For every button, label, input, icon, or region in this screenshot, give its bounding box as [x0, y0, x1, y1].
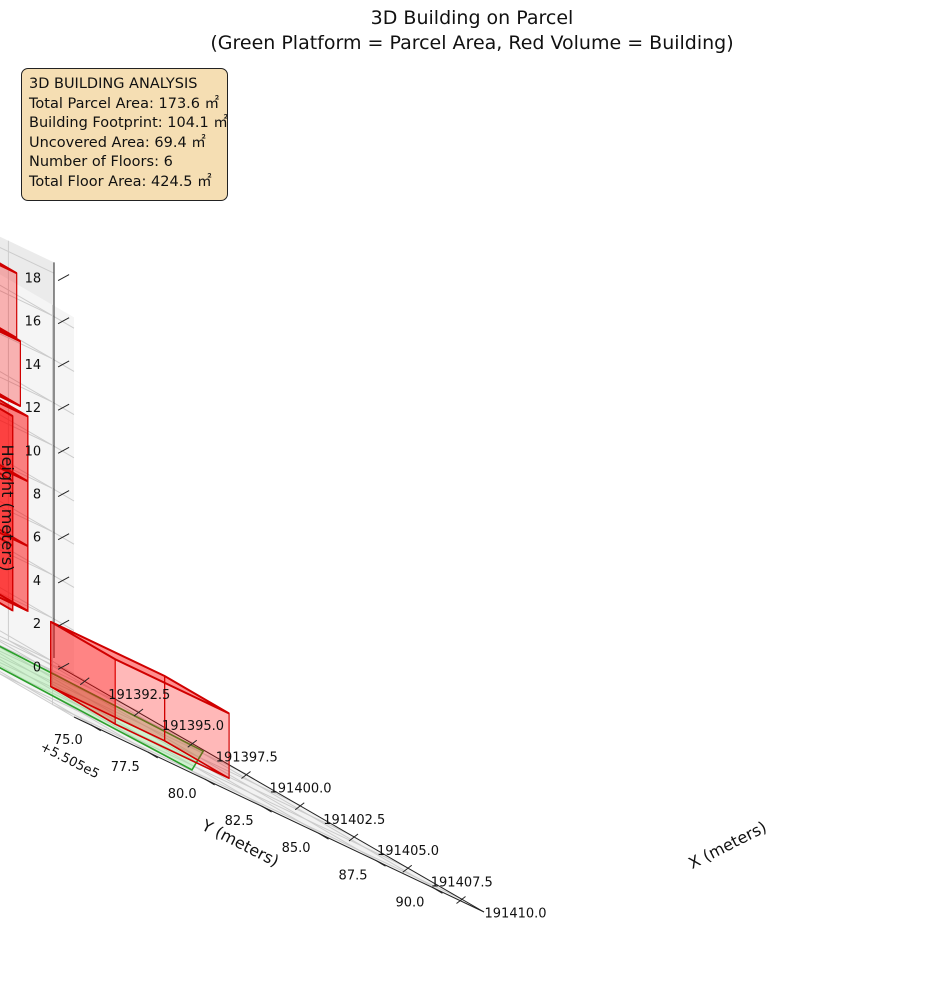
y-tick-label: 75.0 [54, 733, 83, 748]
floor-outline [0, 464, 29, 483]
x-tick-mark [456, 896, 466, 904]
x-tick-label: 191395.0 [162, 719, 224, 734]
analysis-number-of-floors: Number of Floors: 6 [29, 154, 173, 171]
z-tick-label: 6 [33, 531, 41, 546]
chart-title: 3D Building on Parcel (Green Platform = … [0, 6, 944, 56]
y-tick-label: 87.5 [339, 868, 368, 883]
x-tick-label: 191392.5 [108, 688, 170, 703]
x-tick-mark [187, 739, 198, 748]
analysis-uncovered-area: Uncovered Area: 69.4 ㎡ [29, 134, 206, 151]
block-base-outline [50, 685, 230, 780]
x-tick-label: 191407.5 [431, 875, 493, 890]
z-tick-mark [57, 576, 70, 584]
x-tick-label: 191400.0 [270, 782, 332, 797]
x-tick-mark [79, 677, 90, 686]
x-tick-mark [241, 771, 251, 779]
x-tick-label: 191405.0 [377, 844, 439, 859]
x-tick-label: 191397.5 [216, 750, 278, 765]
x-gridline [52, 304, 463, 900]
floor-outline [50, 620, 230, 715]
y-axis-line [57, 665, 485, 913]
building-volume [0, 262, 230, 780]
x-tick-label: 191410.0 [485, 907, 547, 922]
x-tick-mark [294, 802, 305, 811]
z-tick-label: 16 [25, 315, 42, 330]
x-tick-mark [133, 708, 144, 717]
y-gridline [7, 240, 439, 891]
y-axis-ticks: 75.0 77.5 80.0 82.5 85.0 87.5 90.0 [54, 724, 443, 910]
analysis-heading: 3D BUILDING ANALYSIS [29, 76, 198, 92]
x-tick-mark [402, 864, 413, 873]
analysis-total-floor-area: Total Floor Area: 424.5 ㎡ [29, 173, 212, 190]
x-axis-label: X (meters) [685, 817, 769, 873]
z-tick-label: 4 [33, 574, 41, 589]
z-tick-label: 12 [25, 401, 42, 416]
floor-outline [0, 262, 18, 275]
z-tick-label: 14 [25, 358, 42, 373]
z-tick-mark [57, 403, 70, 411]
x-gridline [0, 673, 410, 869]
x-gridline [0, 644, 141, 713]
y-tick-label: 90.0 [395, 895, 424, 910]
building-block [50, 620, 230, 780]
building-block [0, 399, 29, 613]
x-gridline [0, 656, 248, 775]
z-tick-mark [57, 317, 70, 325]
y-tick-label: 77.5 [111, 760, 140, 775]
axis-lines [53, 262, 485, 913]
chart-title-line1: 3D Building on Parcel [370, 7, 574, 29]
block-base-outline [0, 593, 29, 612]
z-tick-label: 8 [33, 488, 41, 503]
y-gridline [0, 640, 382, 864]
y-tick-mark [204, 778, 215, 786]
floor-outline [0, 399, 29, 418]
z-tick-mark [57, 446, 70, 454]
analysis-box: 3D BUILDING ANALYSIS Total Parcel Area: … [21, 68, 228, 201]
z-tick-mark [57, 533, 70, 541]
y-tick-mark [432, 886, 443, 894]
z-tick-mark [57, 360, 70, 368]
z-tick-label: 18 [25, 272, 42, 287]
z-tick-mark [57, 274, 70, 281]
z-axis-label: Height (meters) [0, 445, 17, 572]
analysis-total-parcel-area: Total Parcel Area: 173.6 ㎡ [29, 95, 220, 112]
z-axis-ticks: 0 2 4 6 8 10 12 14 16 18 [25, 272, 70, 675]
y-gridline [0, 646, 325, 837]
z-tick-label: 10 [25, 444, 42, 459]
x-gridline [0, 650, 195, 744]
y-tick-mark [90, 724, 102, 732]
analysis-building-footprint: Building Footprint: 104.1 ㎡ [29, 115, 228, 132]
y-tick-label: 80.0 [168, 787, 197, 802]
x-tick-label: 191402.5 [323, 813, 385, 828]
x-tick-mark [348, 833, 359, 842]
y-tick-mark [318, 832, 329, 840]
y-tick-mark [261, 805, 272, 813]
y-gridline [0, 664, 154, 756]
z-tick-label: 0 [33, 660, 41, 675]
z-tick-mark [57, 662, 70, 670]
y-tick-label: 82.5 [225, 814, 254, 829]
z-tick-mark [57, 490, 70, 497]
x-axis-line [73, 716, 485, 913]
y-tick-mark [375, 859, 386, 867]
y-tick-label: 85.0 [282, 841, 311, 856]
chart-title-line2: (Green Platform = Parcel Area, Red Volum… [210, 32, 734, 54]
z-tick-label: 2 [33, 617, 41, 632]
y-gridline [0, 652, 268, 810]
building-block [0, 262, 18, 340]
y-gridline [0, 658, 211, 783]
x-axis-ticks: 191392.5 191395.0 191397.5 191400.0 191402.5… [79, 677, 547, 922]
z-tick-mark [57, 619, 70, 627]
floor-outline [0, 528, 29, 548]
y-tick-mark [147, 751, 158, 759]
